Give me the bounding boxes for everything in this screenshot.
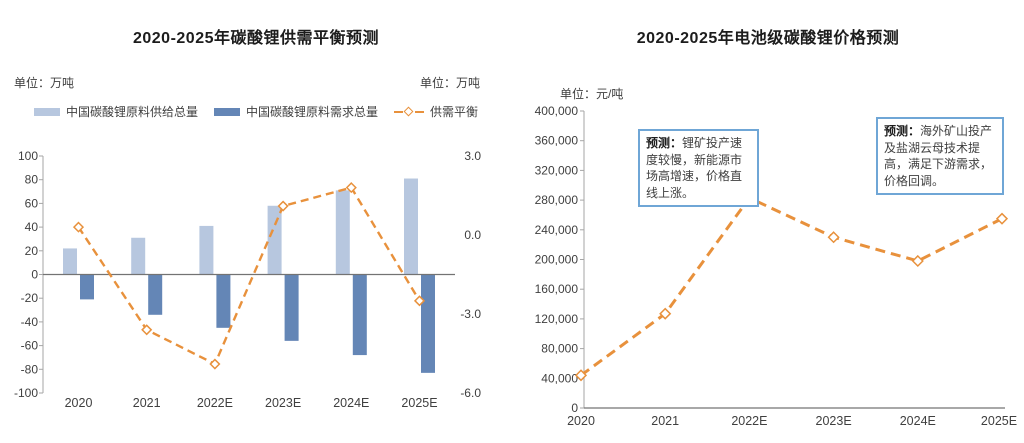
demand-bar [148, 274, 163, 315]
legend: 中国碳酸锂原料供给总量 中国碳酸锂原料需求总量 供需平衡 [0, 103, 512, 120]
supply-demand-chart-panel: 2020-2025年碳酸锂供需平衡预测 单位：万吨 单位：万吨 中国碳酸锂原料供… [0, 30, 512, 410]
price-y-tick-label: 280,000 [535, 193, 579, 207]
supply-bar [63, 248, 77, 275]
x-axis-label: 2023E [265, 396, 301, 410]
left-y-tick-label: 80 [25, 173, 39, 187]
legend-item-supply: 中国碳酸锂原料供给总量 [33, 103, 198, 120]
price-y-tick-label: 240,000 [535, 223, 579, 237]
dash-icon [415, 110, 424, 113]
left-chart-title: 2020-2025年碳酸锂供需平衡预测 [132, 30, 380, 47]
annotation-bold-prefix: 预测： [646, 136, 683, 150]
price-marker [911, 254, 924, 268]
demand-series-swatch [213, 107, 240, 116]
price-y-tick-label: 320,000 [535, 163, 579, 177]
supply-series-swatch [33, 107, 60, 116]
supply-bar [131, 237, 146, 275]
price-marker [995, 212, 1009, 225]
right-chart-title: 2020-2025年电池级碳酸锂价格预测 [636, 30, 900, 47]
price-y-tick-label: 0 [571, 401, 578, 415]
price-y-tick-label: 360,000 [535, 134, 579, 148]
price-axis-unit-label: 单位：元/吨 [560, 87, 624, 101]
x-axis-label: 2024E [333, 396, 369, 410]
legend-label-demand: 中国碳酸锂原料需求总量 [245, 105, 378, 119]
legend-label-balance: 供需平衡 [430, 105, 479, 119]
price-y-tick-label: 120,000 [535, 312, 579, 326]
price-x-axis-label: 2022E [731, 414, 767, 428]
balance-marker [141, 324, 153, 336]
supply-bar [199, 225, 214, 275]
price-y-tick-label: 200,000 [535, 253, 579, 267]
right-y-tick-label: -3.0 [460, 307, 481, 321]
demand-bar [352, 274, 367, 356]
annotation-bold-prefix: 预测： [884, 124, 921, 138]
x-axis-label: 2020 [65, 396, 93, 410]
demand-bar [80, 274, 94, 300]
left-y-tick-label: 100 [18, 149, 38, 163]
price-y-tick-label: 160,000 [535, 282, 579, 296]
price-x-axis-label: 2024E [900, 414, 936, 428]
left-y-tick-label: -60 [21, 339, 39, 353]
price-x-axis-label: 2021 [651, 414, 679, 428]
balance-marker [413, 295, 426, 307]
supply-bar [404, 178, 418, 275]
left-y-tick-label: 20 [25, 244, 39, 258]
balance-marker [345, 182, 357, 194]
balance-line [77, 186, 421, 366]
legend-label-supply: 中国碳酸锂原料供给总量 [65, 105, 198, 119]
x-axis-label: 2025E [401, 396, 437, 410]
left-y-tick-label: -100 [14, 386, 38, 400]
annotation-text: 海外矿山投产及盐湖云母技术提高，满足下游需求，价格回调。 [884, 124, 993, 188]
supply-bar [267, 205, 282, 275]
price-line [580, 195, 1003, 377]
demand-bar [284, 274, 299, 341]
right-y-tick-label: -6.0 [460, 386, 481, 400]
left-y-tick-label: -80 [21, 362, 39, 376]
x-axis-label: 2022E [197, 396, 233, 410]
balance-marker [277, 200, 289, 212]
legend-item-demand: 中国碳酸锂原料需求总量 [213, 103, 378, 120]
left-y-tick-label: -40 [21, 315, 39, 329]
left-y-tick-label: 0 [31, 268, 38, 282]
price-forecast-chart-panel: 2020-2025年电池级碳酸锂价格预测 单位：元/吨 预测：锂矿投产速度较慢，… [512, 0, 1024, 443]
demand-bar [216, 274, 231, 328]
price-marker [659, 307, 672, 320]
price-y-tick-label: 40,000 [541, 371, 578, 385]
right-y-tick-label: 3.0 [464, 149, 481, 163]
forecast-annotation-correction: 预测：海外矿山投产及盐湖云母技术提高，满足下游需求，价格回调。 [876, 117, 1004, 196]
left-axis-unit-label: 单位：万吨 [14, 76, 75, 90]
price-forecast-chart: 400,000 360,000 320,000 280,000 240,000 200,0… [535, 104, 1017, 428]
price-marker [574, 369, 588, 382]
balance-series-swatch [394, 106, 424, 117]
price-marker [827, 231, 840, 244]
balance-marker [72, 221, 85, 233]
right-y-tick-label: 0.0 [464, 228, 481, 242]
price-x-axis-label: 2025E [981, 414, 1017, 428]
legend-item-balance: 供需平衡 [394, 103, 478, 120]
balance-marker [209, 358, 221, 370]
left-y-tick-label: -20 [21, 291, 39, 305]
supply-bar [335, 190, 350, 275]
annotation-text: 锂矿投产速度较慢，新能源市场高增速，价格直线上涨。 [646, 136, 743, 200]
forecast-annotation-rise: 预测：锂矿投产速度较慢，新能源市场高增速，价格直线上涨。 [638, 129, 759, 208]
right-axis-unit-label: 单位：万吨 [419, 76, 480, 90]
price-x-axis-label: 2020 [567, 414, 595, 428]
supply-demand-balance-chart: 100 80 60 40 20 0 -20 -40 -60 -80 -100 3.0 0.0 -3.0 -6… [14, 149, 481, 410]
left-y-tick-label: 40 [25, 220, 39, 234]
price-y-tick-label: 80,000 [541, 342, 578, 356]
price-x-axis-label: 2023E [816, 414, 852, 428]
left-y-tick-label: 60 [25, 196, 39, 210]
price-y-tick-label: 400,000 [535, 104, 579, 118]
x-axis-label: 2021 [133, 396, 161, 410]
demand-bar [421, 274, 435, 373]
dash-icon [394, 110, 403, 113]
